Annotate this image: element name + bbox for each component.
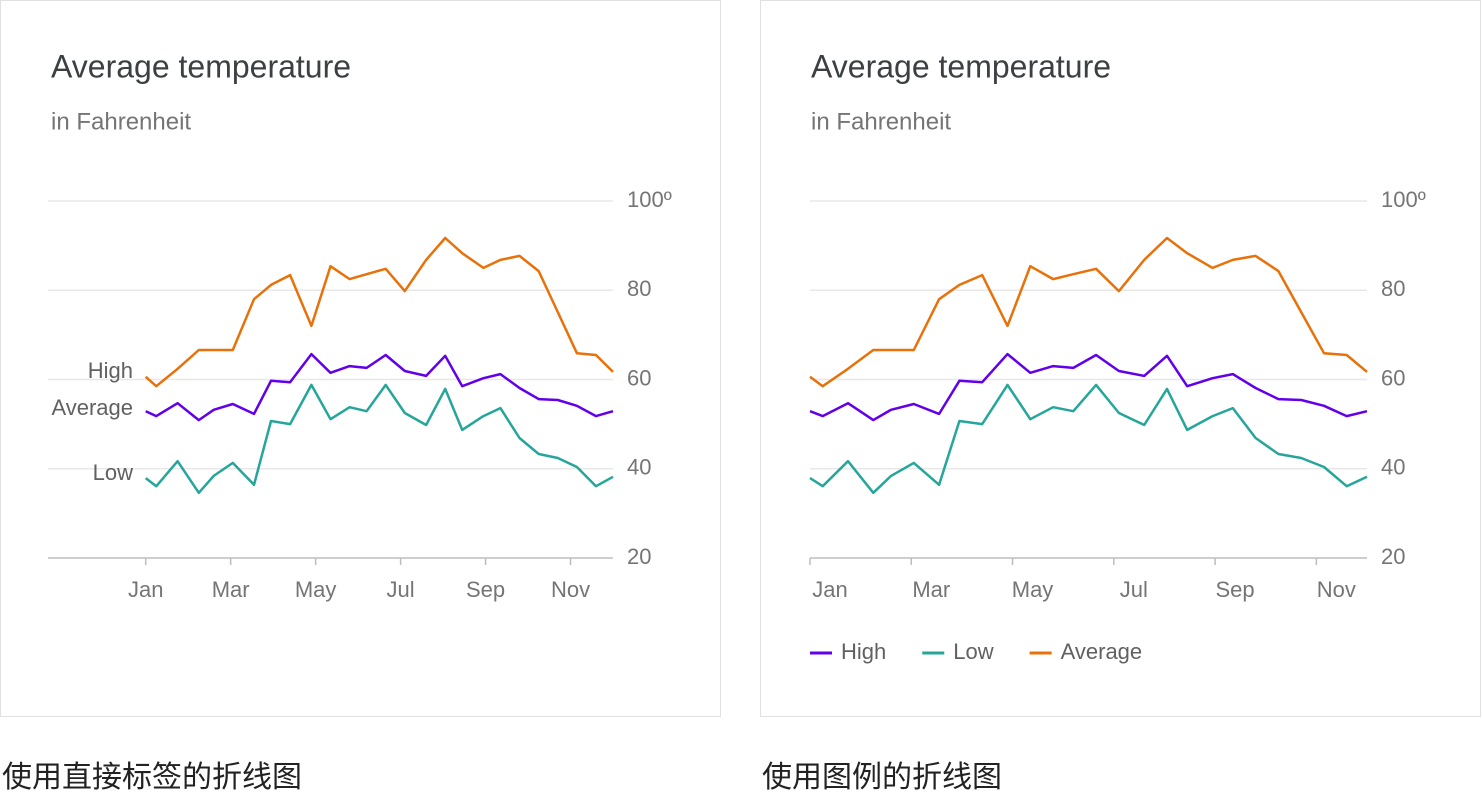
card: [760, 0, 1481, 717]
y-tick-label: 40: [1381, 455, 1405, 480]
line: [145, 352, 614, 422]
x-tick-label: Sep: [1216, 577, 1255, 602]
legend-label: High: [841, 639, 886, 664]
x-tick-label: May: [1012, 577, 1054, 602]
y-tick-label: 80: [627, 276, 651, 301]
direct-label: High: [88, 358, 133, 383]
line: [809, 352, 1368, 422]
line: [144, 383, 614, 495]
caption: 使用直接标签的折线图: [2, 761, 302, 794]
legend-label: Low: [953, 639, 993, 664]
x-tick-label: Jan: [128, 577, 163, 602]
y-tick-label: 40: [627, 455, 651, 480]
direct-label: Low: [93, 460, 133, 485]
x-tick-label: Nov: [551, 577, 590, 602]
legend-label: Average: [1061, 639, 1143, 664]
x-tick-label: Jul: [387, 577, 415, 602]
chart-title: Average temperature: [811, 48, 1111, 84]
direct-label: Average: [51, 395, 133, 420]
y-tick-label: 60: [1381, 365, 1405, 390]
y-tick-label: 100º: [1381, 187, 1426, 212]
line: [144, 236, 614, 388]
caption: 使用图例的折线图: [762, 761, 1002, 794]
x-tick-label: Sep: [466, 577, 505, 602]
x-tick-label: Jul: [1120, 577, 1148, 602]
y-tick-label: 80: [1381, 276, 1405, 301]
x-tick-label: Mar: [212, 577, 250, 602]
line: [809, 383, 1368, 495]
line: [809, 236, 1368, 388]
y-tick-label: 100º: [627, 187, 672, 212]
chart-subtitle: in Fahrenheit: [51, 108, 191, 135]
chart-title: Average temperature: [51, 48, 351, 84]
chart-subtitle: in Fahrenheit: [811, 108, 951, 135]
x-tick-label: Jan: [812, 577, 847, 602]
x-tick-label: Nov: [1317, 577, 1356, 602]
y-tick-label: 60: [627, 365, 651, 390]
y-tick-label: 20: [627, 544, 651, 569]
x-tick-label: Mar: [912, 577, 950, 602]
y-tick-label: 20: [1381, 544, 1405, 569]
x-tick-label: May: [295, 577, 337, 602]
